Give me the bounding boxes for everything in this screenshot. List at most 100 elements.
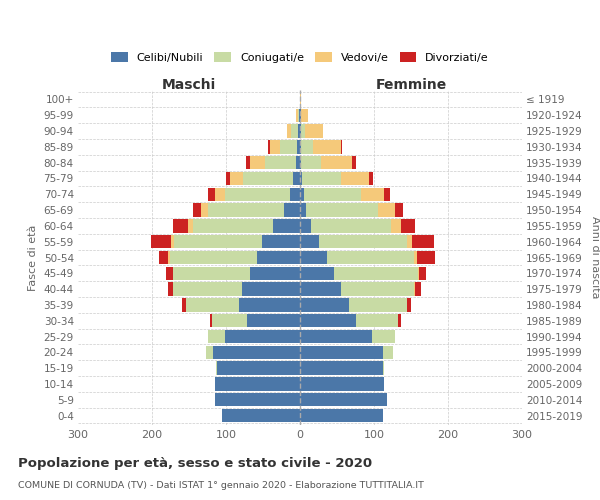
Bar (206, 346, 300, 359)
Bar (174, 235, 300, 248)
Bar (171, 235, 300, 248)
Bar (300, 140, 341, 153)
Bar (222, 409, 300, 422)
Bar (268, 140, 300, 153)
Bar (300, 377, 385, 390)
Bar (300, 235, 319, 248)
Bar (300, 330, 395, 343)
Bar (173, 282, 300, 296)
Bar (300, 362, 385, 375)
Bar (300, 298, 407, 312)
Bar (257, 251, 300, 264)
Bar (290, 188, 300, 201)
Bar (300, 156, 321, 170)
Bar (300, 282, 421, 296)
Bar (208, 330, 300, 343)
Bar (298, 124, 300, 138)
Bar (300, 409, 383, 422)
Bar (300, 172, 341, 185)
Bar (215, 362, 300, 375)
Text: Popolazione per età, sesso e stato civile - 2020: Popolazione per età, sesso e stato civil… (18, 458, 372, 470)
Bar (182, 298, 300, 312)
Bar (300, 314, 401, 328)
Bar (300, 235, 434, 248)
Bar (300, 188, 383, 201)
Bar (222, 409, 300, 422)
Bar (293, 172, 300, 185)
Bar (300, 377, 385, 390)
Bar (272, 219, 300, 232)
Bar (300, 124, 305, 138)
Bar (300, 108, 301, 122)
Bar (250, 156, 300, 170)
Bar (300, 298, 407, 312)
Bar (188, 219, 300, 232)
Bar (211, 314, 300, 328)
Bar (300, 251, 434, 264)
Bar (300, 266, 426, 280)
Bar (265, 156, 300, 170)
Bar (271, 140, 300, 153)
Bar (300, 346, 392, 359)
Bar (300, 393, 386, 406)
Bar (300, 204, 403, 217)
Bar (242, 282, 300, 296)
Bar (300, 219, 391, 232)
Bar (291, 124, 300, 138)
Bar (300, 188, 390, 201)
Bar (300, 298, 349, 312)
Bar (287, 124, 300, 138)
Bar (158, 251, 300, 264)
Bar (300, 330, 395, 343)
Bar (300, 235, 407, 248)
Y-axis label: Fasce di età: Fasce di età (28, 224, 38, 290)
Bar (173, 282, 300, 296)
Bar (193, 219, 300, 232)
Bar (300, 393, 386, 406)
Bar (300, 204, 379, 217)
Bar (300, 140, 301, 153)
Bar (262, 235, 300, 248)
Bar (224, 188, 300, 201)
Bar (300, 314, 398, 328)
Bar (222, 409, 300, 422)
Bar (296, 156, 300, 170)
Bar (300, 124, 323, 138)
Bar (186, 298, 300, 312)
Bar (300, 409, 383, 422)
Bar (300, 266, 419, 280)
Bar (296, 108, 300, 122)
Bar (300, 172, 369, 185)
Bar (300, 393, 386, 406)
Bar (287, 124, 300, 138)
Bar (215, 362, 300, 375)
Bar (300, 362, 383, 375)
Bar (193, 204, 300, 217)
Bar (215, 377, 300, 390)
Bar (168, 251, 300, 264)
Bar (300, 346, 392, 359)
Bar (300, 282, 341, 296)
Bar (212, 314, 300, 328)
Bar (300, 156, 356, 170)
Bar (300, 298, 411, 312)
Bar (215, 377, 300, 390)
Bar (300, 172, 373, 185)
Bar (215, 393, 300, 406)
Bar (300, 172, 302, 185)
Bar (206, 346, 300, 359)
Bar (300, 282, 414, 296)
Bar (215, 393, 300, 406)
Bar (284, 204, 300, 217)
Bar (217, 362, 300, 375)
Bar (201, 204, 300, 217)
Bar (215, 377, 300, 390)
Bar (170, 251, 300, 264)
Bar (300, 219, 415, 232)
Bar (297, 140, 300, 153)
Bar (246, 156, 300, 170)
Bar (300, 108, 301, 122)
Bar (215, 362, 300, 375)
Bar (224, 330, 300, 343)
Bar (230, 172, 300, 185)
